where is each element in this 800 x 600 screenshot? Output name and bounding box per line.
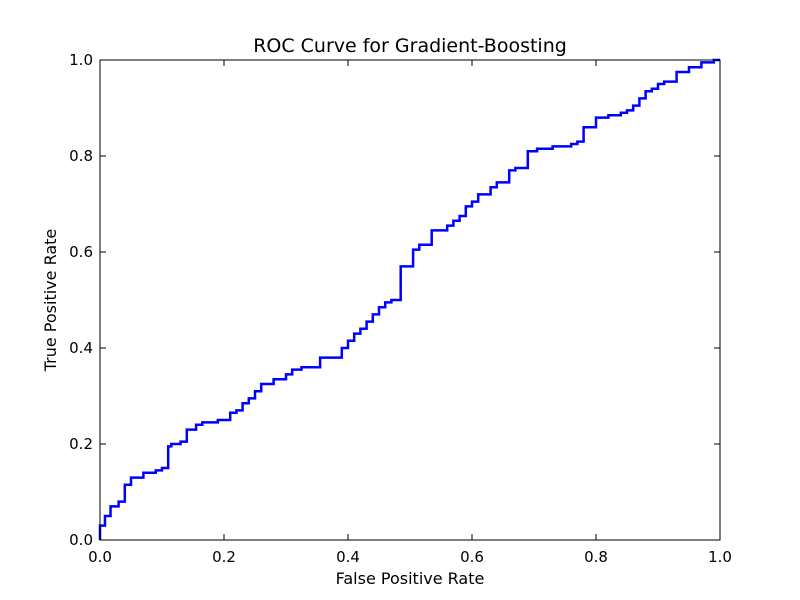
plot-frame xyxy=(99,59,721,541)
x-tick-label: 1.0 xyxy=(708,548,732,566)
chart-title: ROC Curve for Gradient-Boosting xyxy=(253,35,567,57)
y-tick-label: 0.4 xyxy=(69,339,93,357)
y-tick-label: 1.0 xyxy=(69,51,93,69)
roc-curve-line xyxy=(98,58,720,540)
y-tick-label: 0.8 xyxy=(69,147,93,165)
y-tick-label: 0.6 xyxy=(69,243,93,261)
y-tick-label: 0.2 xyxy=(69,435,93,453)
x-tick-label: 0.0 xyxy=(88,548,112,566)
tick-labels: 0.0 0.2 0.4 0.6 0.8 1.0 0.0 0.2 0.4 0.6 0.8 1.0 xyxy=(69,51,732,566)
plot-area xyxy=(100,60,720,540)
x-tick-label: 0.6 xyxy=(460,548,484,566)
x-axis-label: False Positive Rate xyxy=(336,569,485,588)
x-tick-label: 0.4 xyxy=(336,548,360,566)
x-tick-label: 0.8 xyxy=(584,548,608,566)
x-tick-label: 0.2 xyxy=(212,548,236,566)
y-axis-label: True Positive Rate xyxy=(41,229,60,373)
y-tick-label: 0.0 xyxy=(69,531,93,549)
